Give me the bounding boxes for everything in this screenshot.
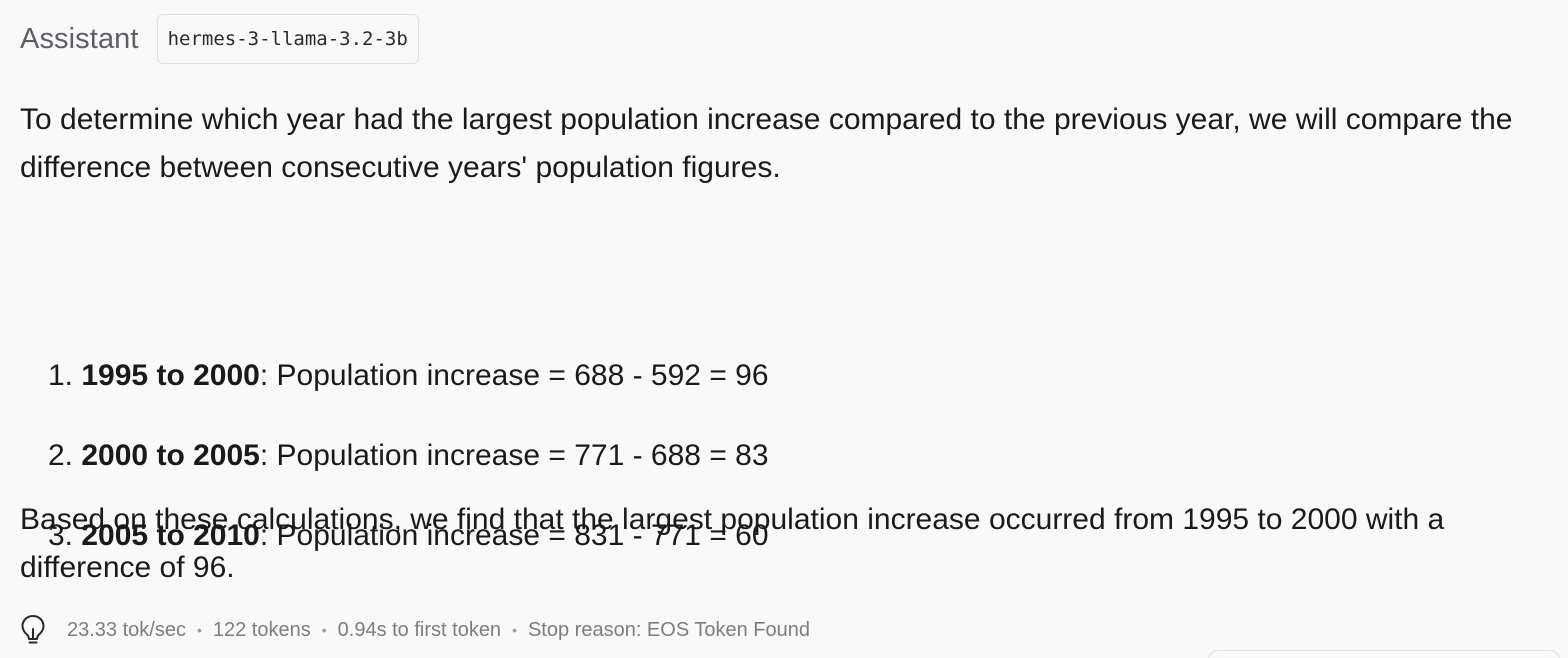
list-item-number: 1. [48,359,74,392]
generation-stats: 23.33 tok/sec • 122 tokens • 0.94s to fi… [20,614,810,646]
separator: • [512,622,517,638]
separator: • [321,622,327,638]
token-count-stat: 122 tokens [212,618,311,641]
role-label: Assistant [20,22,139,55]
intro-paragraph: To determine which year had the largest … [20,103,1513,184]
partial-panel [1208,650,1560,658]
lightbulb-icon[interactable] [20,614,46,646]
message-header: Assistant hermes-3-llama-3.2-3b [20,14,419,64]
list-item: 1. 1995 to 2000: Population increase = 6… [48,352,769,400]
list-item-detail: : Population increase = 831 - 771 = 60 [259,519,769,552]
list-item: 3. 2005 to 2010: Population increase = 8… [48,512,769,560]
separator: • [196,622,202,638]
speed-stat: 23.33 tok/sec [67,618,186,641]
list-item-detail: : Population increase = 771 - 688 = 83 [259,439,769,472]
conclusion-paragraph: Based on these calculations, we find tha… [20,503,1445,584]
assistant-message: To determine which year had the largest … [20,96,1520,584]
list-item-period: 2005 to 2010 [81,519,260,552]
model-badge[interactable]: hermes-3-llama-3.2-3b [156,14,419,64]
first-token-stat: 0.94s to first token [337,618,502,641]
list-item-number: 2. [48,439,74,472]
list-item: 2. 2000 to 2005: Population increase = 7… [48,432,769,480]
list-item-period: 1995 to 2000 [81,359,260,392]
stop-reason-stat: Stop reason: EOS Token Found [527,618,810,641]
list-item-detail: : Population increase = 688 - 592 = 96 [259,359,769,392]
list-item-number: 3. [48,519,74,552]
list-item-period: 2000 to 2005 [81,439,260,472]
